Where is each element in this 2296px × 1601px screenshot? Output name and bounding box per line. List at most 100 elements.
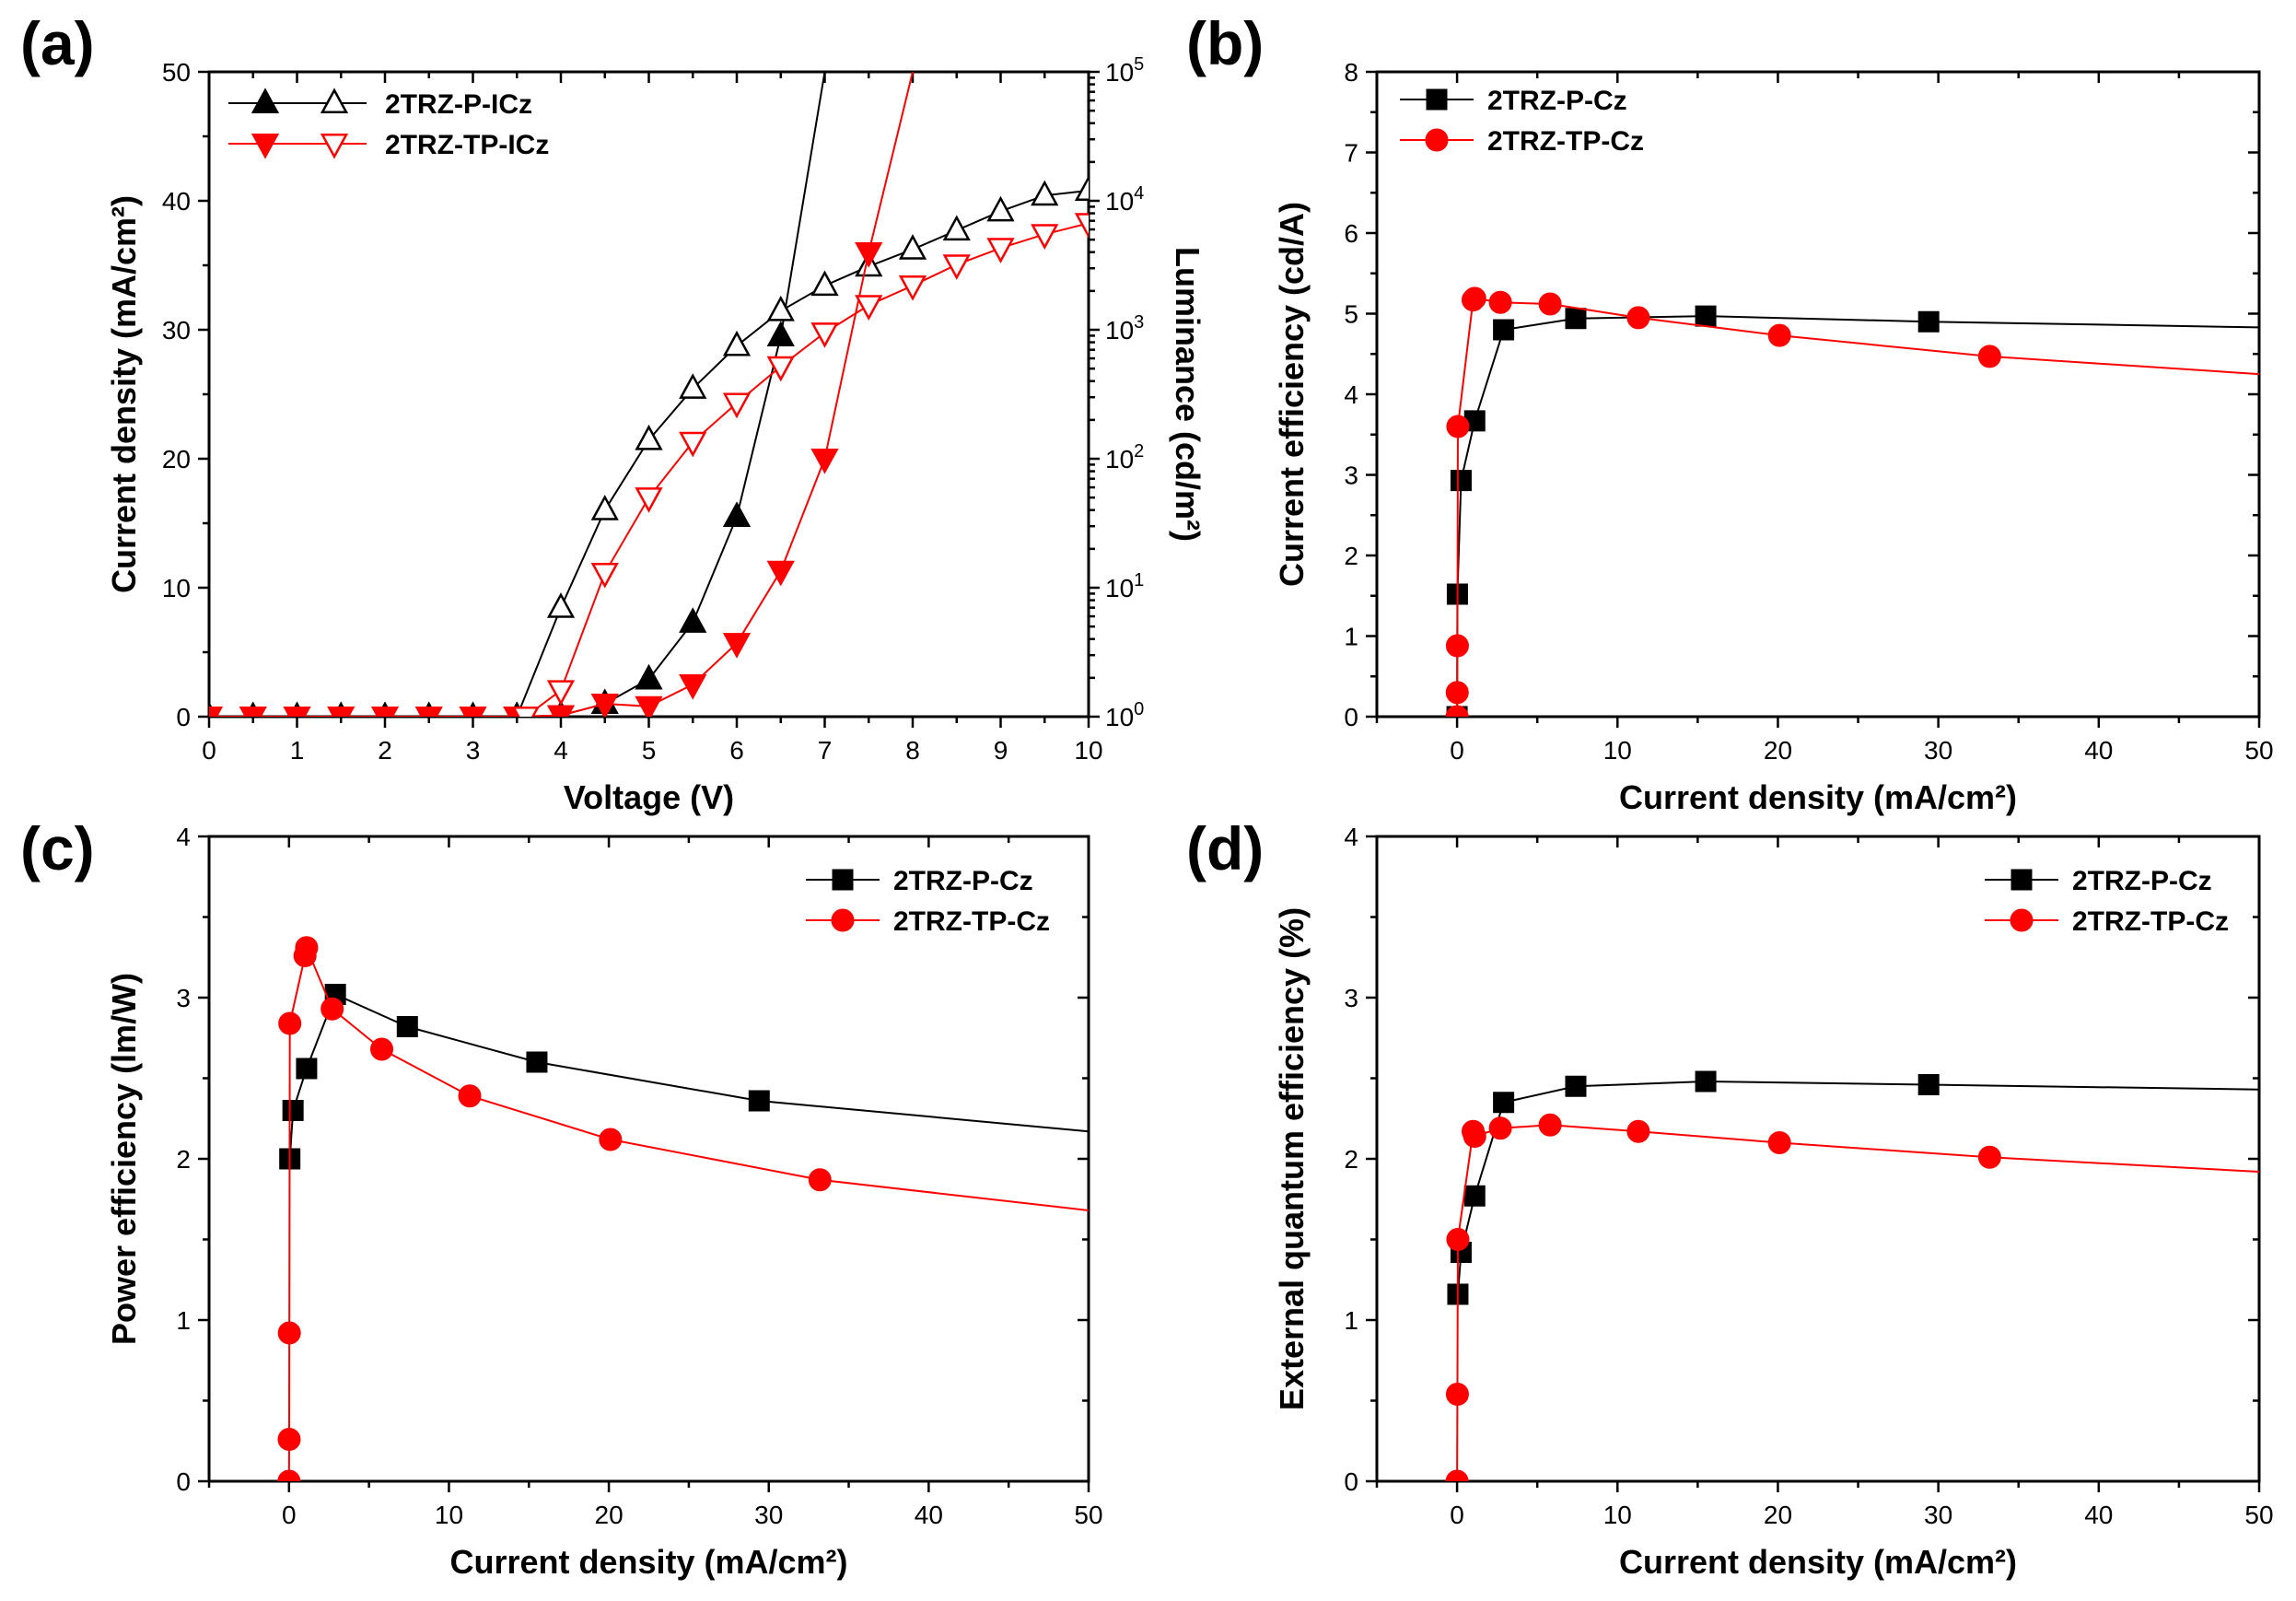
y2-tick-label: 105 bbox=[1105, 54, 1144, 87]
series-line-1 bbox=[516, 189, 1089, 717]
data-point bbox=[808, 1168, 832, 1192]
data-point bbox=[942, 215, 971, 241]
data-point bbox=[1463, 1185, 1486, 1207]
data-point bbox=[278, 1011, 302, 1035]
x-tick-label: 5 bbox=[642, 736, 657, 765]
y2-tick-exponent: 1 bbox=[1134, 570, 1144, 590]
x-axis-title: Current density (mA/cm²) bbox=[449, 1543, 847, 1581]
series-group bbox=[277, 936, 1089, 1481]
legend: 2TRZ-P-Cz 2TRZ-TP-Cz bbox=[1985, 866, 2229, 937]
series-line-0 bbox=[209, 72, 826, 717]
data-point bbox=[679, 607, 707, 633]
y-tick-label: 2 bbox=[176, 1145, 191, 1174]
panel-1: (b) 0 10 20 30 40 50 0 1 2 3 4 5 6 7 8 Current density (… bbox=[1186, 9, 2274, 816]
legend-marker-open bbox=[320, 133, 349, 159]
data-point bbox=[986, 238, 1015, 263]
y2-tick-exponent: 0 bbox=[1134, 699, 1144, 719]
data-point bbox=[1446, 415, 1470, 438]
data-point bbox=[370, 1037, 394, 1061]
data-point bbox=[942, 254, 971, 280]
y-axis-title: Current density (mA/cm²) bbox=[105, 195, 143, 593]
x-tick-label: 4 bbox=[554, 736, 568, 765]
y-tick-label: 2 bbox=[1344, 1145, 1358, 1174]
panel-tag: (d) bbox=[1186, 814, 1264, 882]
y2-tick-label: 102 bbox=[1105, 441, 1144, 473]
legend-label: 2TRZ-P-Cz bbox=[2072, 866, 2212, 896]
x-tick-label: 6 bbox=[729, 736, 744, 765]
x-axis-title: Current density (mA/cm²) bbox=[1619, 778, 2017, 816]
x-tick-label: 3 bbox=[466, 736, 481, 765]
y2-axis-title: Luminance (cd/m²) bbox=[1169, 247, 1206, 542]
legend-marker bbox=[831, 908, 855, 932]
y-tick-label: 0 bbox=[1344, 703, 1358, 731]
data-point bbox=[635, 663, 663, 690]
series-group bbox=[1445, 1070, 2259, 1481]
data-point bbox=[599, 1128, 623, 1151]
panel-3: (d) 0 10 20 30 40 50 0 1 2 3 4 Current density (mA/c… bbox=[1186, 814, 2274, 1581]
data-point bbox=[766, 321, 795, 347]
data-point bbox=[590, 495, 619, 520]
y-tick-label: 7 bbox=[1344, 139, 1358, 168]
data-point bbox=[546, 705, 576, 717]
data-point bbox=[1031, 180, 1059, 206]
y2-tick-base: 10 bbox=[1105, 445, 1134, 473]
data-point bbox=[1450, 470, 1472, 492]
x-tick-label: 10 bbox=[435, 1501, 463, 1529]
series-line-1 bbox=[287, 944, 1089, 1481]
data-point bbox=[898, 275, 927, 301]
data-point bbox=[1445, 681, 1469, 705]
data-point bbox=[766, 560, 795, 587]
x-tick-label: 10 bbox=[1074, 736, 1102, 765]
data-point bbox=[1445, 1469, 1469, 1481]
y-tick-label: 20 bbox=[162, 445, 191, 473]
x-tick-label: 0 bbox=[1450, 1501, 1464, 1529]
x-tick-label: 30 bbox=[1924, 1501, 1952, 1529]
legend-label: 2TRZ-P-Cz bbox=[893, 866, 1033, 896]
data-point bbox=[1538, 292, 1562, 316]
data-point bbox=[327, 706, 355, 717]
legend-marker bbox=[251, 133, 280, 159]
series-line-0 bbox=[1456, 315, 2259, 717]
x-tick-label: 0 bbox=[202, 736, 216, 765]
data-point bbox=[679, 431, 707, 458]
y-tick-label: 0 bbox=[176, 703, 191, 731]
data-point bbox=[1977, 1145, 2001, 1169]
x-tick-label: 40 bbox=[2084, 736, 2113, 765]
x-tick-label: 20 bbox=[595, 1501, 624, 1529]
data-point bbox=[722, 633, 752, 659]
series-line-0 bbox=[1456, 1080, 2259, 1295]
legend-marker-open bbox=[320, 88, 349, 114]
data-point bbox=[722, 392, 752, 419]
y2-tick-exponent: 2 bbox=[1134, 441, 1144, 462]
data-point bbox=[1626, 1119, 1650, 1143]
data-point bbox=[748, 1090, 770, 1112]
data-point bbox=[810, 270, 839, 297]
y2-tick-base: 10 bbox=[1105, 316, 1134, 345]
x-tick-label: 7 bbox=[818, 736, 833, 765]
x-tick-label: 1 bbox=[290, 736, 305, 765]
data-point bbox=[1445, 705, 1469, 717]
data-point bbox=[526, 1051, 548, 1073]
data-point bbox=[1565, 308, 1587, 330]
y-tick-label: 1 bbox=[176, 1306, 191, 1335]
x-tick-label: 20 bbox=[1764, 1501, 1792, 1529]
y2-tick-exponent: 5 bbox=[1134, 54, 1144, 75]
y-tick-label: 30 bbox=[162, 316, 191, 345]
y-tick-label: 4 bbox=[1344, 823, 1358, 851]
panel-2: (c) 0 10 20 30 40 50 0 1 2 3 4 Current density (mA/c… bbox=[20, 814, 1103, 1581]
axis-frame bbox=[1375, 70, 2261, 719]
x-tick-label: 0 bbox=[1450, 736, 1464, 765]
data-point bbox=[511, 706, 540, 717]
data-point bbox=[396, 1016, 418, 1037]
y-tick-label: 5 bbox=[1344, 300, 1358, 329]
series-group bbox=[209, 72, 1089, 717]
y2-tick-exponent: 4 bbox=[1134, 183, 1144, 204]
data-point bbox=[1538, 1113, 1562, 1137]
legend-marker bbox=[2010, 869, 2033, 891]
x-tick-label: 8 bbox=[905, 736, 920, 765]
y-axis-title: External quantum efficiency (%) bbox=[1273, 907, 1311, 1410]
x-tick-label: 10 bbox=[1603, 1501, 1632, 1529]
data-point bbox=[1463, 1125, 1486, 1148]
data-point bbox=[459, 706, 487, 717]
data-point bbox=[1031, 224, 1059, 250]
